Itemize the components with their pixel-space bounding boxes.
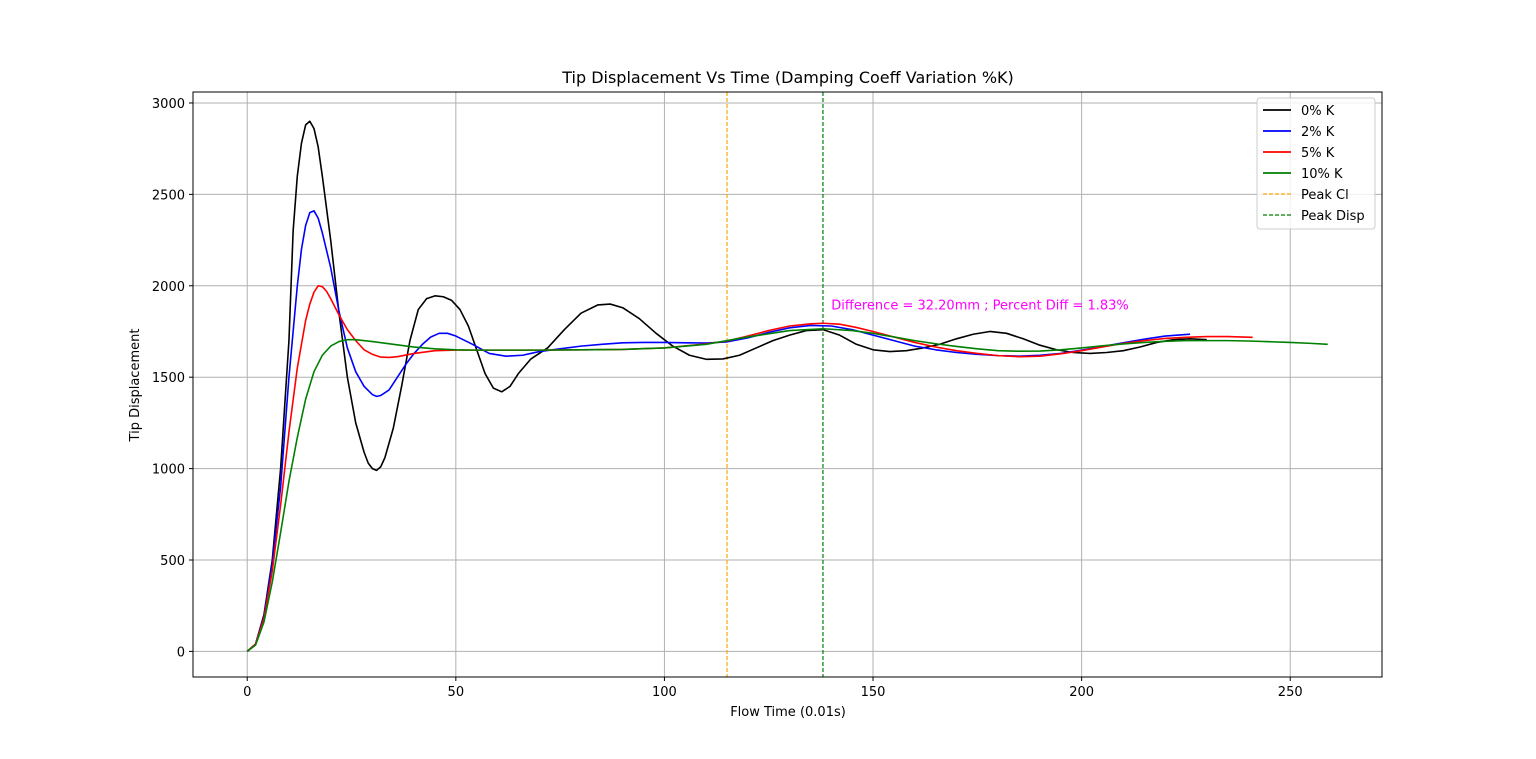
chart-title: Tip Displacement Vs Time (Damping Coeff … [561,68,1014,87]
series-line-0-k [246,120,1207,653]
x-tick-label: 200 [1069,685,1094,700]
y-tick-label: 0 [177,645,185,660]
series-lines [246,120,1328,653]
y-tick-label: 500 [160,554,185,569]
x-tick-label: 100 [652,685,677,700]
legend-label: Peak Disp [1301,209,1365,224]
legend-label: 0% K [1301,104,1335,119]
series-line-10-k [246,327,1328,653]
y-tick-label: 1500 [152,371,185,386]
legend-label: 10% K [1301,167,1343,182]
grid [193,92,1382,677]
y-tick-label: 2500 [152,188,185,203]
x-tick-label: 50 [448,685,465,700]
x-tick-label: 150 [861,685,886,700]
legend: 0% K 2% K 5% K 10% K Peak Cl Peak Disp [1256,97,1376,230]
legend-label: Peak Cl [1301,188,1349,203]
legend-label: 2% K [1301,125,1335,140]
y-tick-label: 3000 [152,97,185,112]
y-axis-title: Tip Displacement [128,329,143,443]
plot-area-frame [192,91,1383,678]
y-tick-label: 1000 [152,463,185,478]
difference-annotation: Difference = 32.20mm ; Percent Diff = 1.… [831,299,1128,314]
legend-label: 5% K [1301,146,1335,161]
series-line-2-k [246,210,1191,653]
x-axis-title: Flow Time (0.01s) [730,705,846,720]
reference-lines [726,92,824,677]
y-tick-label: 2000 [152,280,185,295]
x-tick-label: 0 [243,685,251,700]
x-tick-label: 250 [1278,685,1303,700]
